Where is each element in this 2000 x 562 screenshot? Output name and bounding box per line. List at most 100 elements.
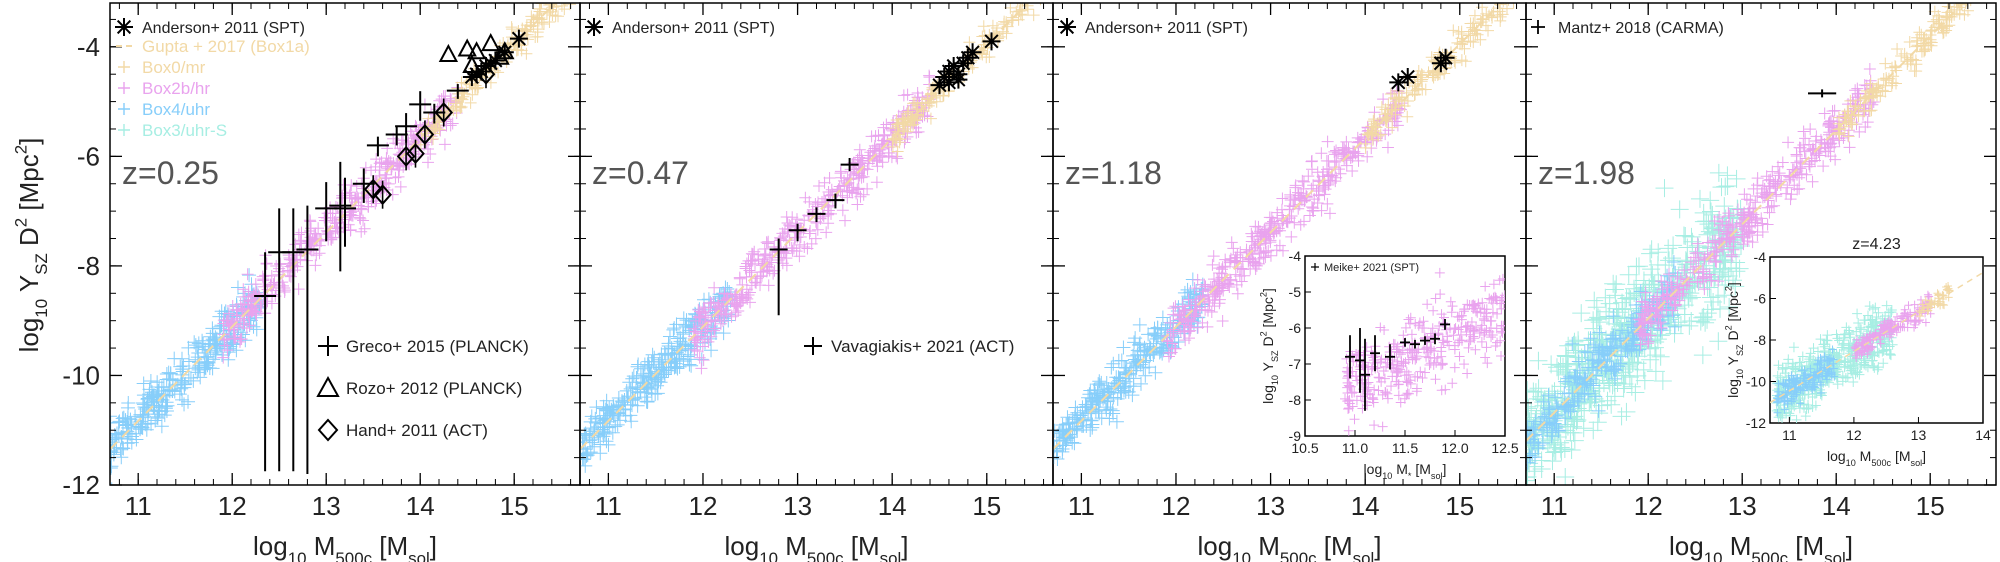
box3-point (1619, 356, 1638, 375)
box2b-point (1185, 303, 1198, 316)
box4-point (113, 442, 128, 457)
box2b-point (393, 159, 406, 172)
box2b-point (237, 317, 250, 330)
box4-point (110, 460, 118, 475)
box2b-point (230, 309, 243, 322)
box2b-point (1254, 230, 1267, 243)
box0-point (1368, 113, 1381, 126)
box2b-point (1687, 251, 1700, 264)
box2b-point (295, 235, 308, 248)
box2b-point (868, 139, 881, 152)
box2b-point (1745, 210, 1758, 223)
box2b-point (802, 209, 815, 222)
box4-point (657, 367, 672, 382)
box3-point (1664, 236, 1683, 255)
x-axis-label-part: log (253, 531, 288, 561)
inset-y-tick-label: -9 (1289, 428, 1302, 444)
box4-point (114, 450, 129, 465)
inset-box2b-point (1411, 386, 1422, 397)
sim-legend-text: Box3/uhr-S (142, 121, 227, 140)
inset-box2b-point (1361, 342, 1372, 353)
box2b-point (855, 149, 868, 162)
inset-box2b-point (1349, 414, 1360, 425)
box2b-point (854, 190, 867, 203)
box2b-point (775, 251, 788, 264)
box0-point (1367, 115, 1380, 128)
box2b-point (1819, 145, 1832, 158)
box2b-point (845, 184, 858, 197)
inset-box2b-point (1441, 324, 1452, 335)
anderson-legend-marker (585, 18, 603, 36)
x-axis-label-part: M (307, 531, 336, 561)
box2b-point (870, 176, 883, 189)
box2b-point (1225, 236, 1238, 249)
box3-point (1596, 288, 1615, 307)
box2b-point (1669, 298, 1682, 311)
box0-point (534, 3, 547, 15)
box3-point (1722, 258, 1741, 277)
box4-point (1592, 325, 1607, 340)
box3-point (1523, 495, 1541, 513)
box3-point (1694, 203, 1713, 222)
box3-point (1594, 374, 1613, 393)
y-axis-label-part: log (14, 318, 44, 353)
inset-box2b-point (1462, 299, 1473, 310)
box3-point (1701, 288, 1720, 307)
box3-point (1543, 452, 1562, 471)
box2b-point (793, 238, 806, 251)
box2b-point (1652, 308, 1665, 321)
box0-point (924, 112, 937, 125)
box4-point (640, 394, 655, 409)
box3-point (1620, 288, 1639, 307)
box4-point (1155, 310, 1170, 325)
box3-point (1598, 391, 1617, 410)
box0-point (891, 145, 904, 158)
inset-x-tick-label: 10.5 (1291, 440, 1318, 456)
inset-box2b-point (1434, 320, 1445, 331)
box2b-point (242, 298, 255, 311)
anderson-point (1436, 48, 1455, 67)
inset-box2b-point (1480, 352, 1491, 363)
box4-point (1085, 420, 1100, 435)
inset-box2b-point (1436, 342, 1447, 353)
box0-point (520, 47, 533, 60)
box0-point (1028, 0, 1040, 2)
inset-box2b-point (1397, 345, 1408, 356)
y-axis-label-part: 10 (32, 299, 51, 318)
box4-point (663, 354, 678, 369)
box0-point (1431, 68, 1444, 81)
box2b-point (1849, 84, 1862, 97)
inset-box2b-point (1424, 360, 1435, 371)
box0-point (515, 44, 528, 57)
legend-bottom-text: Greco+ 2015 (PLANCK) (346, 337, 529, 356)
box2b-point (788, 231, 801, 244)
box4-point (670, 331, 685, 346)
box2b-point (880, 118, 893, 131)
box0-point (454, 101, 467, 114)
inset-box2b-point (1497, 327, 1505, 338)
inset-box2b-point (1465, 324, 1476, 335)
box2b-point (1668, 291, 1681, 304)
inset-y-axis-label-part: ] (1260, 288, 1276, 292)
box2b-point (1799, 132, 1812, 145)
box0-point (531, 26, 544, 39)
inset-box2b-point (1481, 325, 1492, 336)
box3-point (1670, 200, 1689, 219)
box2b-point (1231, 248, 1244, 261)
box4-point (1089, 390, 1104, 405)
box3-point (1526, 383, 1545, 402)
box0-point (533, 11, 546, 24)
box2b-point (381, 142, 394, 155)
box2b-point (260, 257, 273, 270)
box4-point (648, 387, 663, 402)
box4-point (656, 360, 671, 375)
box2b-point (1228, 256, 1241, 269)
inset-box2b-point (1407, 354, 1418, 365)
box4-point (1577, 387, 1592, 402)
box2b-point (331, 222, 344, 235)
box4-point (1083, 413, 1098, 428)
inset-box2b-point (1392, 367, 1403, 378)
box2b-point (278, 284, 291, 297)
box3-point (1532, 451, 1551, 470)
box2b-point (1340, 135, 1353, 148)
